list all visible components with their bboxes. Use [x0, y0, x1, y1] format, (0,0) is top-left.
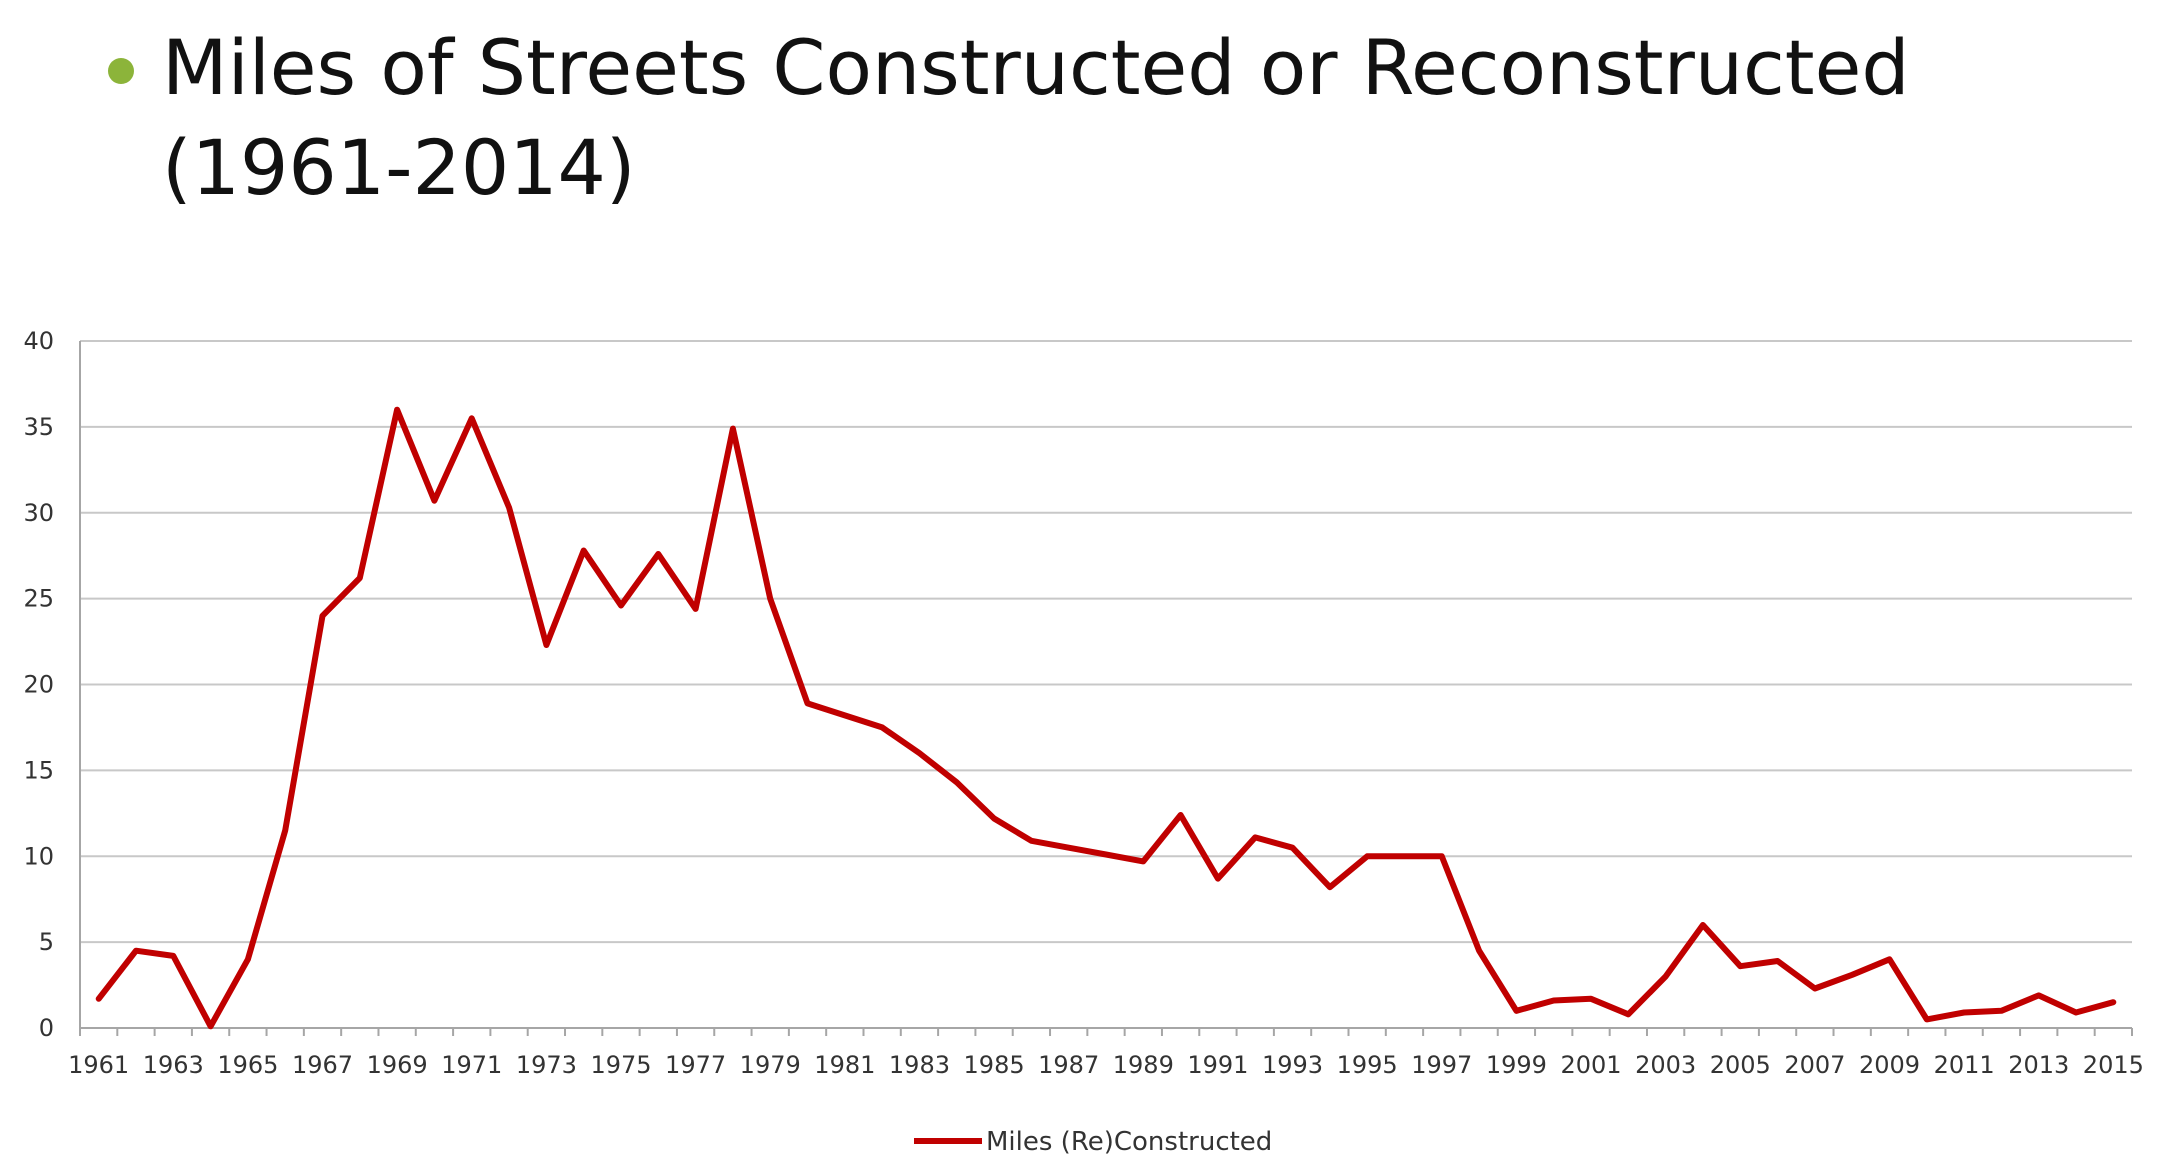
chart-gridlines	[80, 340, 2132, 944]
series-line	[95, 406, 2117, 1030]
x-axis-tick-labels: 1961 1963 1965 1967 1969 1971 1973 1975 1977 1979…	[68, 1051, 2144, 1079]
x-tick-label: 1985	[964, 1051, 1025, 1079]
chart-series	[95, 406, 2117, 1030]
x-tick-label: 1967	[292, 1051, 353, 1079]
slide-title: Miles of Streets Constructed or Reconstr…	[108, 18, 2022, 218]
page-title: Miles of Streets Constructed or Reconstr…	[162, 23, 1910, 212]
x-tick-label: 1965	[217, 1051, 278, 1079]
x-tick-label: 1961	[68, 1051, 129, 1079]
chart-legend: Miles (Re)Constructed	[914, 1127, 1272, 1157]
x-tick-label: 1989	[1113, 1051, 1174, 1079]
bullet-icon	[108, 58, 134, 84]
x-tick-label: 2009	[1859, 1051, 1920, 1079]
x-tick-label: 1979	[740, 1051, 801, 1079]
x-tick-label: 1977	[665, 1051, 726, 1079]
x-tick-label: 1973	[516, 1051, 577, 1079]
chart-axes	[79, 341, 2133, 1036]
y-tick-label: 0	[39, 1014, 54, 1042]
x-tick-label: 1999	[1486, 1051, 1547, 1079]
y-tick-label: 20	[23, 671, 54, 699]
x-tick-label: 1983	[889, 1051, 950, 1079]
y-tick-label: 30	[23, 499, 54, 527]
y-tick-label: 40	[23, 327, 54, 355]
y-tick-label: 5	[39, 928, 54, 956]
x-tick-label: 1975	[590, 1051, 651, 1079]
x-tick-label: 2005	[1710, 1051, 1771, 1079]
y-tick-label: 25	[23, 585, 54, 613]
x-tick-label: 2011	[1934, 1051, 1995, 1079]
x-tick-label: 1963	[143, 1051, 204, 1079]
x-tick-label: 2007	[1784, 1051, 1845, 1079]
x-tick-label: 1997	[1411, 1051, 1472, 1079]
legend-label: Miles (Re)Constructed	[986, 1127, 1272, 1157]
x-tick-label: 1981	[814, 1051, 875, 1079]
x-tick-label: 2013	[2008, 1051, 2069, 1079]
x-tick-label: 2003	[1635, 1051, 1696, 1079]
y-axis-tick-labels: 0 5 10 15 20 25 30 35 40	[23, 327, 54, 1042]
x-tick-label: 1987	[1038, 1051, 1099, 1079]
x-tick-label: 1969	[367, 1051, 428, 1079]
x-tick-label: 2015	[2083, 1051, 2144, 1079]
x-tick-label: 1993	[1262, 1051, 1323, 1079]
y-tick-label: 10	[23, 842, 54, 870]
x-tick-label: 2001	[1560, 1051, 1621, 1079]
x-tick-label: 1995	[1337, 1051, 1398, 1079]
y-tick-label: 15	[23, 756, 54, 784]
x-tick-label: 1971	[441, 1051, 502, 1079]
x-tick-label: 1991	[1187, 1051, 1248, 1079]
y-tick-label: 35	[23, 413, 54, 441]
